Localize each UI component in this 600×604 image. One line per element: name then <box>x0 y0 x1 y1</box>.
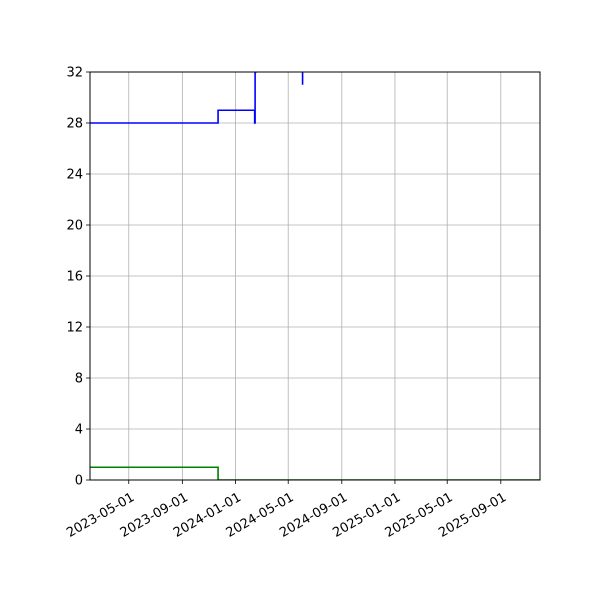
y-tick-label: 16 <box>66 270 83 285</box>
y-tick-label: 24 <box>66 168 83 183</box>
axes: 0481216202428322023-05-012023-09-012024-… <box>64 66 509 541</box>
y-tick-label: 8 <box>75 372 83 387</box>
y-tick-label: 0 <box>75 474 83 489</box>
y-tick-label: 12 <box>66 321 83 336</box>
y-tick-label: 4 <box>75 423 83 438</box>
y-tick-label: 20 <box>66 219 83 234</box>
series-1-line-segment-0 <box>90 466 540 480</box>
y-tick-label: 28 <box>66 117 83 132</box>
grid-lines <box>90 71 540 481</box>
y-tick-label: 32 <box>66 66 83 81</box>
series-layer <box>90 72 540 480</box>
series-0-line-segment-0 <box>90 72 257 124</box>
